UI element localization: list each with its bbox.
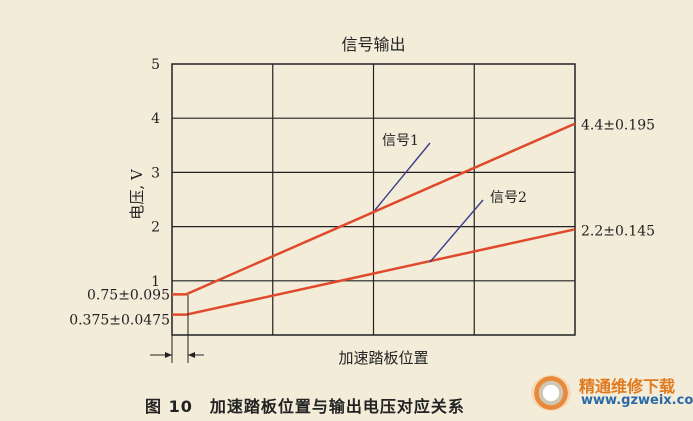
series-name-label: 信号2 [490,190,527,206]
figure-caption: 图 10 加速踏板位置与输出电压对应关系 [145,397,465,416]
leader-line [429,199,484,263]
series-layer: 0.75±0.095 4.4±0.195 信号1 0.375±0.0475 2.2±0.… [69,118,655,329]
y-tick-label: 3 [151,165,160,181]
dim-arrow-icon [165,352,172,358]
series-line [172,122,576,296]
watermark-line1: 精通维修下载 [579,377,676,396]
y-ticks: 1 2 3 4 5 [151,57,160,290]
leader-line [374,142,431,211]
plot-grid [171,63,576,336]
end-value-label: 4.4±0.195 [581,118,655,134]
y-tick-label: 1 [151,274,160,290]
x-axis-label: 加速踏板位置 [338,349,428,367]
y-axis-label: 电压, V [128,168,146,220]
y-tick-label: 2 [151,220,160,236]
y-tick-label: 5 [151,57,160,73]
series-line [172,228,576,316]
end-value-label: 2.2±0.145 [581,223,655,239]
gear-logo-icon [531,375,571,411]
idle-dimension-marker [150,295,204,363]
idle-value-label: 0.75±0.095 [87,287,170,303]
watermark: 精通维修下载 www.gzweix.com [527,371,693,415]
y-tick-label: 4 [151,111,160,127]
series-name-label: 信号1 [382,133,419,149]
idle-value-label: 0.375±0.0475 [69,313,170,329]
watermark-line2: www.gzweix.com [581,393,693,408]
chart-title: 信号输出 [341,35,405,54]
dim-arrow-icon [188,352,195,358]
